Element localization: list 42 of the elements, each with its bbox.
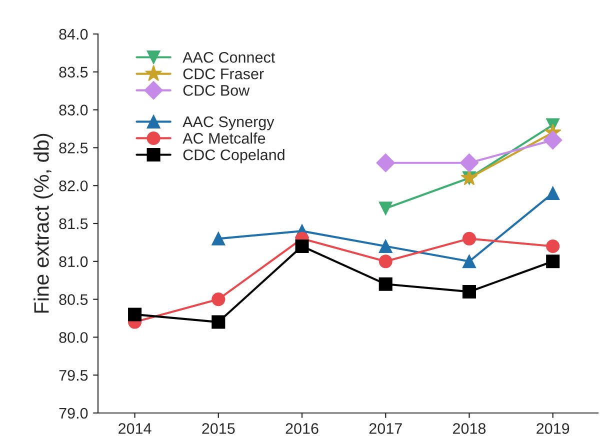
y-tick-label: 80.5 <box>59 294 88 305</box>
y-tick-label: 84.0 <box>59 28 88 40</box>
legend-label: CDC Copeland <box>183 149 284 164</box>
y-tick-label: 82.0 <box>59 180 88 192</box>
point <box>546 254 560 268</box>
point <box>546 239 560 254</box>
point <box>212 292 226 306</box>
point <box>543 130 562 150</box>
point <box>378 202 392 216</box>
x-tick-label: 2015 <box>202 423 235 434</box>
y-tick-label: 83.0 <box>59 104 88 116</box>
y-axis-title: Fine extract (%, db) <box>34 134 53 313</box>
point <box>546 186 560 200</box>
y-tick-label: 82.5 <box>59 142 88 154</box>
point <box>378 239 392 254</box>
point <box>462 232 476 246</box>
y-tick-label: 79.0 <box>59 408 88 419</box>
y-tick-label: 83.5 <box>59 66 88 78</box>
x-tick-label: 2019 <box>536 423 570 434</box>
point <box>378 277 392 291</box>
legend-label: CDC Bow <box>183 85 250 96</box>
x-tick-label: 2018 <box>453 423 486 434</box>
y-tick-label: 81.0 <box>59 256 88 268</box>
point <box>462 284 476 298</box>
x-tick-label: 2014 <box>118 423 152 434</box>
x-tick-label: 2016 <box>286 423 318 434</box>
y-tick-label: 79.5 <box>59 370 88 381</box>
point <box>295 239 309 254</box>
point <box>378 254 392 268</box>
legend-label: AC Metcalfe <box>182 132 266 144</box>
legend-label: CDC Fraser <box>183 68 264 80</box>
point <box>212 232 226 246</box>
y-tick-label: 81.5 <box>59 218 88 230</box>
point <box>212 315 226 329</box>
point <box>462 254 476 268</box>
legend-label: AAC Connect <box>182 52 276 63</box>
point <box>460 154 479 172</box>
point <box>376 154 395 172</box>
point <box>128 308 142 322</box>
legend-label: AAC Synergy <box>182 116 274 130</box>
x-tick-label: 2017 <box>369 423 402 434</box>
y-tick-label: 80.0 <box>59 332 88 343</box>
